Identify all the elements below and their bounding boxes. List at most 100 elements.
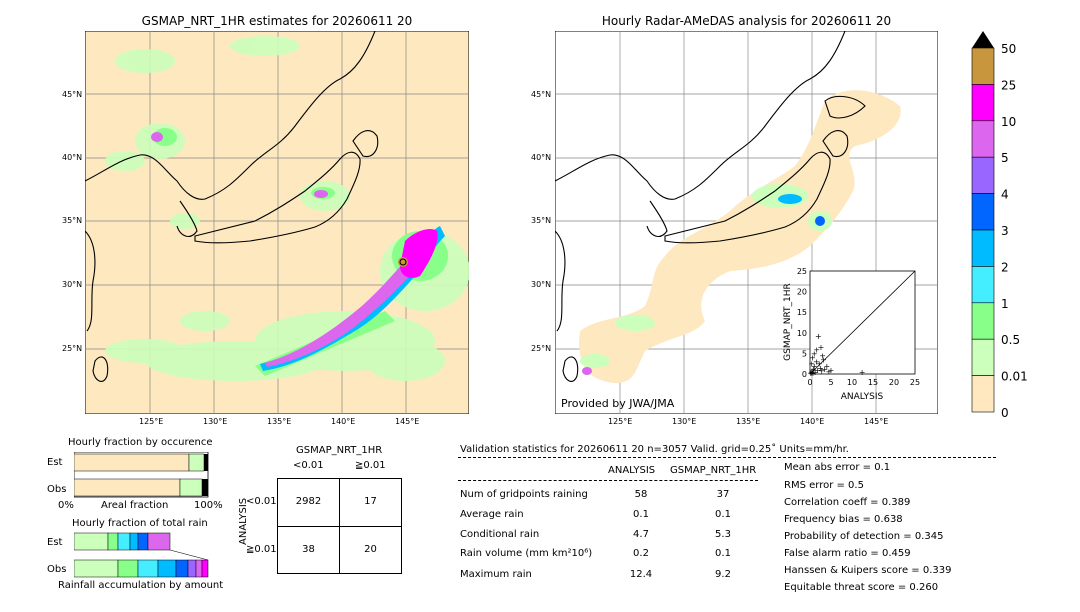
data-credit: Provided by JWA/JMA [561, 397, 675, 410]
validation-row-label: Conditional rain [460, 529, 540, 540]
scatter-ylabel: GSMAP_NRT_1HR [783, 283, 793, 361]
colorbar-label: 0 [1001, 406, 1009, 418]
left-lat-label: 40°N [62, 153, 83, 162]
occurrence-xmin: 0% [58, 500, 74, 511]
validation-row-gsmap: 37 [716, 489, 730, 500]
occurrence-obs-rain [179, 478, 203, 497]
colorbar-box [971, 193, 995, 231]
scatter-ytick: 25 [797, 267, 807, 276]
scatter-ytick: 10 [797, 329, 807, 338]
score-line: Equitable threat score = 0.260 [784, 582, 939, 593]
contingency-col-header: <0.01 [293, 460, 324, 471]
total-rain-est-label: Est [47, 537, 63, 548]
colorbar-box [971, 120, 995, 158]
scatter-point: + [823, 362, 830, 371]
left-lon-label: 140°E [331, 417, 356, 426]
validation-row-label: Num of gridpoints raining [460, 489, 588, 500]
scatter-point: + [810, 365, 817, 374]
validation-row-gsmap: 0.1 [715, 509, 731, 520]
occurrence-obs-heavy [202, 479, 208, 496]
left-map [85, 31, 469, 414]
occurrence-est-dry [74, 453, 190, 472]
score-line: Mean abs error = 0.1 [784, 462, 891, 473]
scatter-xtick: 10 [847, 378, 857, 387]
scatter-xlabel: ANALYSIS [841, 392, 884, 402]
scatter-point: + [817, 364, 824, 373]
scatter-xtick: 15 [868, 378, 878, 387]
colorbar-label: 0.5 [1001, 333, 1020, 347]
scatter-point: + [811, 349, 818, 358]
validation-row-gsmap: 5.3 [715, 529, 731, 540]
scatter-ytick: 15 [797, 308, 807, 317]
right-lon-label: 145°E [864, 417, 889, 426]
total-rain-obs-label: Obs [47, 564, 67, 575]
score-line: Frequency bias = 0.638 [784, 514, 903, 525]
scatter-point: + [813, 345, 820, 354]
colorbar-box [971, 156, 995, 194]
left-lat-label: 30°N [62, 280, 83, 289]
left-lon-label: 135°E [267, 417, 292, 426]
scatter-point: + [809, 367, 816, 376]
right-lon-label: 140°E [800, 417, 825, 426]
scatter-point: + [819, 351, 826, 360]
right-map-heavy-rain [582, 194, 825, 375]
left-map-heavy-rain [151, 132, 445, 371]
scatter-point: + [808, 360, 815, 369]
right-map-title: Hourly Radar-AMeDAS analysis for 2026061… [601, 14, 892, 28]
colorbar-box [971, 47, 995, 85]
score-line: Hanssen & Kuipers score = 0.339 [784, 565, 952, 576]
scatter-xtick: 20 [889, 378, 899, 387]
colorbar-extend-arrow [972, 31, 994, 48]
occurrence-title: Hourly fraction by occurence [68, 437, 213, 448]
validation-row-label: Average rain [460, 509, 524, 520]
validation-row-label: Maximum rain [460, 569, 532, 580]
right-lat-label: 30°N [531, 280, 552, 289]
colorbar-label: 3 [1001, 224, 1009, 238]
scatter-point: + [859, 368, 866, 377]
scatter-point: + [818, 367, 825, 376]
right-lon-label: 130°E [672, 417, 697, 426]
colorbar-box [971, 229, 995, 267]
occurrence-xmax: 100% [194, 500, 223, 511]
contingency-title: GSMAP_NRT_1HR [296, 445, 383, 456]
scatter-ytick: 20 [797, 288, 807, 297]
scatter-point: + [816, 360, 823, 369]
right-lat-label: 40°N [531, 153, 552, 162]
validation-row-gsmap: 9.2 [715, 569, 731, 580]
contingency-row-header: <0.01 [246, 496, 277, 507]
colorbar-labels: 50 25 10 5 4 3 2 1 0.5 0.01 0 [1001, 42, 1028, 418]
left-map-marker [399, 258, 407, 266]
score-line: Probability of detection = 0.345 [784, 531, 944, 542]
left-lon-label: 125°E [139, 417, 164, 426]
colorbar-label: 0.01 [1001, 370, 1028, 384]
score-line: False alarm ratio = 0.459 [784, 548, 911, 559]
left-map-title: GSMAP_NRT_1HR estimates for 20260611 20 [141, 14, 413, 28]
contingency-cell: 17 [364, 496, 377, 507]
contingency-col-header: ≧0.01 [355, 460, 386, 471]
scatter-ticks: 0 5 10 15 20 25 0 5 10 15 20 25 [797, 267, 920, 387]
colorbar-box [971, 338, 995, 376]
occurrence-bars [74, 452, 209, 498]
scatter-point: + [820, 356, 827, 365]
validation-row-analysis: 0.2 [633, 548, 649, 559]
right-lon-label: 135°E [736, 417, 761, 426]
left-lon-label: 130°E [203, 417, 228, 426]
colorbar-label: 25 [1001, 78, 1016, 92]
colorbar-box [971, 302, 995, 340]
contingency-cell: 2982 [295, 496, 322, 507]
right-map-coverage [579, 90, 901, 384]
occurrence-est-rain [188, 453, 205, 472]
right-lon-label: 125°E [608, 417, 633, 426]
scatter-point: + [810, 369, 817, 378]
scatter-points: +++++++++++++++++++++++++ [807, 332, 865, 378]
validation-col-analysis: ANALYSIS [608, 465, 656, 476]
colorbar-label: 1 [1001, 297, 1009, 311]
scatter-point: + [818, 343, 825, 352]
left-lon-label: 145°E [395, 417, 420, 426]
contingency-cell: 38 [302, 544, 315, 555]
colorbar-box [971, 266, 995, 304]
score-line: RMS error = 0.5 [784, 480, 864, 491]
scatter-point: + [807, 369, 814, 378]
scatter-point: + [815, 332, 822, 341]
validation-row-analysis: 12.4 [629, 569, 653, 580]
